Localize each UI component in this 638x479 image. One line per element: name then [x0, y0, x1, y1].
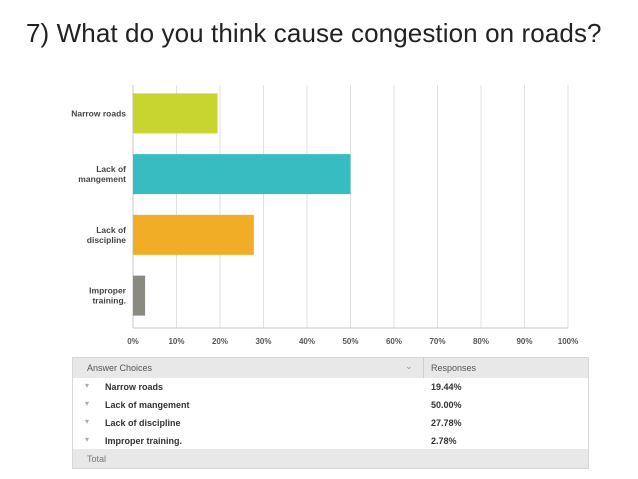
category-label: Lack of: [96, 164, 126, 174]
row-choice: Lack of discipline: [105, 418, 181, 428]
expand-caret-icon[interactable]: ▾: [85, 381, 90, 390]
row-response: 2.78%: [431, 436, 457, 446]
x-tick-label: 80%: [473, 337, 489, 346]
x-tick-label: 30%: [255, 337, 271, 346]
table-footer: Total: [73, 449, 588, 468]
row-response: 19.44%: [431, 382, 462, 392]
category-label: Improper: [89, 286, 127, 296]
expand-caret-icon[interactable]: ▾: [85, 435, 90, 444]
x-tick-label: 40%: [299, 337, 315, 346]
table-row: ▾ Narrow roads 19.44%: [73, 378, 588, 397]
expand-caret-icon[interactable]: ▾: [85, 417, 90, 426]
x-tick-label: 100%: [558, 337, 578, 346]
category-label: discipline: [87, 235, 126, 245]
x-tick-label: 90%: [516, 337, 532, 346]
bar: [133, 275, 146, 316]
bar: [133, 154, 351, 195]
table-header: Answer Choices ⌄ Responses: [73, 358, 588, 379]
x-tick-label: 0%: [127, 337, 139, 346]
category-label: Lack of: [96, 225, 126, 235]
header-responses: Responses: [431, 363, 477, 373]
responses-table: Answer Choices ⌄ Responses ▾ Narrow road…: [72, 357, 589, 469]
footer-total-label: Total: [87, 454, 107, 464]
table-row: ▾ Lack of mangement 50.00%: [73, 396, 588, 415]
row-choice: Lack of mangement: [105, 400, 190, 410]
bar: [133, 214, 254, 255]
category-label: mangement: [78, 174, 126, 184]
bar: [133, 93, 218, 134]
chart-panel: 0% 10% 20% 30% 40% 50% 60% 70% 80% 90% 100% Narrow …: [60, 80, 590, 350]
row-choice: Improper training.: [105, 436, 183, 446]
x-tick-label: 50%: [342, 337, 358, 346]
row-choice: Narrow roads: [105, 382, 164, 392]
row-response: 27.78%: [431, 418, 462, 428]
header-answer-choices: Answer Choices: [87, 363, 153, 373]
x-tick-label: 70%: [429, 337, 445, 346]
x-tick-label: 20%: [212, 337, 228, 346]
sort-caret-icon[interactable]: ⌄: [405, 361, 413, 371]
table-row: ▾ Lack of discipline 27.78%: [73, 414, 588, 433]
category-label: Narrow roads: [71, 108, 126, 118]
bar-chart: 0% 10% 20% 30% 40% 50% 60% 70% 80% 90% 100% Narrow …: [71, 85, 578, 346]
x-tick-label: 10%: [168, 337, 184, 346]
x-tick-label: 60%: [386, 337, 402, 346]
row-response: 50.00%: [431, 400, 462, 410]
category-label: training.: [92, 296, 126, 306]
expand-caret-icon[interactable]: ▾: [85, 399, 90, 408]
question-title: 7) What do you think cause congestion on…: [26, 18, 602, 48]
